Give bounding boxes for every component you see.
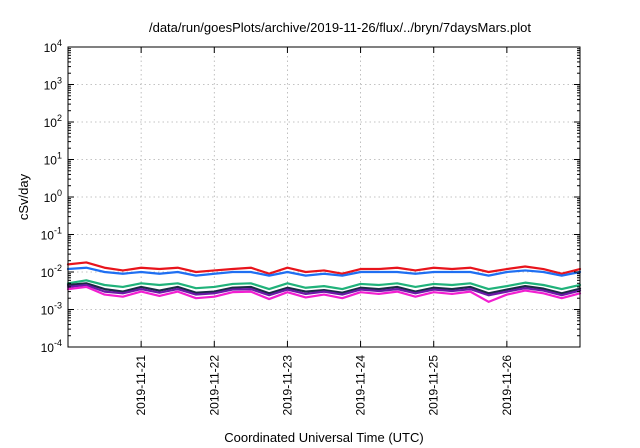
- x-tick-label: 2019-11-25: [427, 355, 441, 416]
- x-axis-ticks: 2019-11-21 2019-11-22 2019-11-23 2019-11-24…: [134, 47, 514, 416]
- series-line-4: [66, 282, 582, 295]
- x-tick-label: 2019-11-22: [207, 355, 221, 416]
- x-tick-label: 2019-11-23: [280, 355, 294, 416]
- series-line-5: [66, 283, 582, 297]
- series-line-6: [66, 285, 582, 303]
- series-line-2: [66, 266, 582, 277]
- y-axis-label: cSv/day: [16, 173, 31, 220]
- chart-title: /data/run/goesPlots/archive/2019-11-26/f…: [149, 20, 531, 35]
- y-tick-label: 101: [44, 151, 62, 168]
- x-tick-label: 2019-11-24: [354, 355, 368, 416]
- x-tick-label: 2019-11-26: [500, 355, 514, 416]
- y-tick-label: 10-1: [41, 226, 62, 243]
- y-tick-label: 10-2: [41, 263, 62, 280]
- x-tick-label: 2019-11-21: [134, 355, 148, 416]
- y-tick-label: 103: [44, 76, 62, 93]
- y-tick-label: 10-4: [41, 338, 62, 355]
- y-tick-label: 104: [44, 38, 62, 55]
- grid: [68, 47, 580, 347]
- y-tick-label: 10-3: [41, 301, 62, 318]
- series-layer: [66, 261, 582, 303]
- y-tick-label: 102: [44, 113, 62, 130]
- y-axis-ticks: 10-4 10-3 10-2 10-1 100 101 102 103 104: [41, 38, 580, 355]
- series-line-3: [66, 279, 582, 291]
- y-tick-label: 100: [44, 188, 62, 205]
- series-line-1: [66, 261, 582, 275]
- x-axis-label: Coordinated Universal Time (UTC): [224, 430, 423, 445]
